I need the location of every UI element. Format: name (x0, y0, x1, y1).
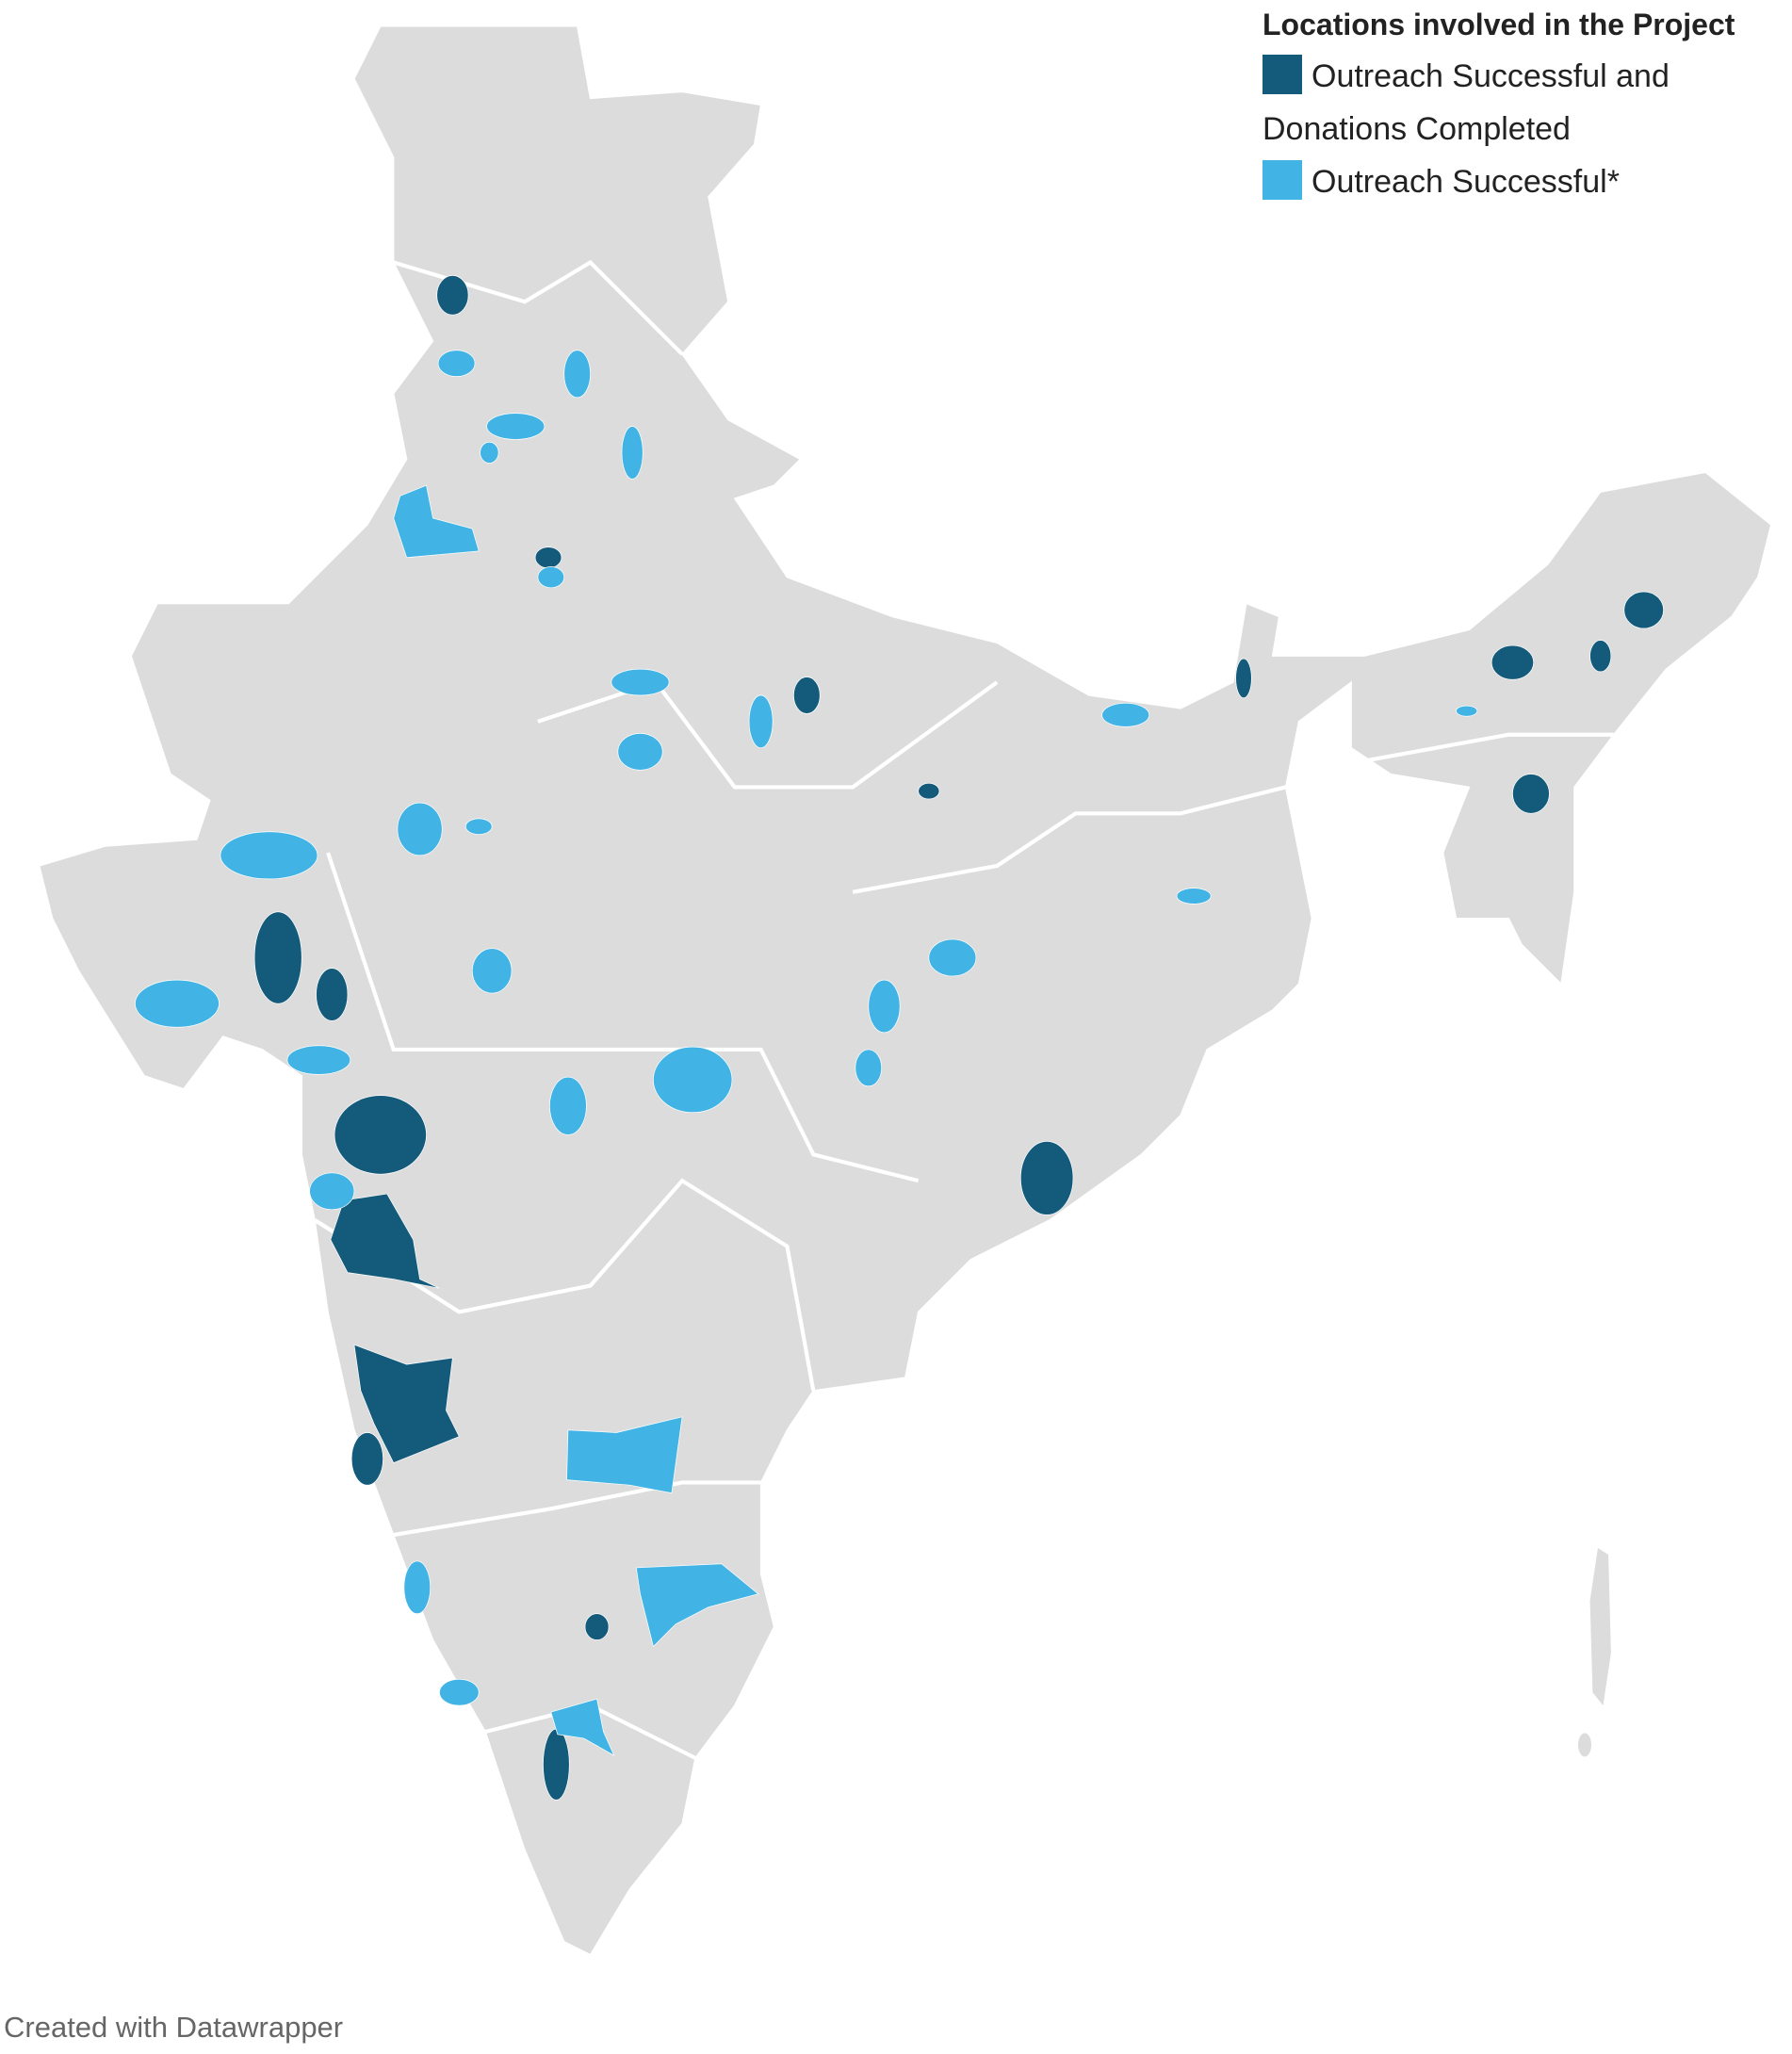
legend-title: Locations involved in the Project (1263, 8, 1735, 41)
district (617, 733, 663, 771)
district (253, 911, 302, 1004)
district (334, 1095, 427, 1175)
district (543, 1728, 570, 1801)
district (437, 350, 476, 377)
district (316, 968, 349, 1021)
legend-item: Outreach Successful* (1263, 155, 1790, 208)
district (353, 1344, 460, 1463)
district (793, 677, 821, 714)
legend: Locations involved in the Project Outrea… (1263, 8, 1790, 208)
district (397, 802, 443, 856)
legend-swatch (1263, 160, 1302, 200)
legend-swatch (1263, 55, 1302, 94)
district (748, 694, 774, 749)
district (550, 1698, 615, 1756)
district (918, 782, 940, 800)
district (549, 1076, 587, 1135)
state-border (852, 785, 1287, 894)
legend-label: Outreach Successful* (1311, 164, 1620, 200)
district (621, 426, 643, 480)
state-border (393, 1480, 761, 1538)
district (480, 441, 499, 464)
country-shape (38, 25, 1772, 1956)
district (653, 1046, 733, 1114)
state-border (1363, 732, 1614, 763)
district (1235, 658, 1252, 699)
district (286, 1045, 351, 1075)
state-border (537, 679, 999, 790)
state-border (314, 1178, 816, 1392)
district (1101, 702, 1150, 727)
district (135, 979, 220, 1028)
district (471, 948, 513, 994)
district (393, 484, 480, 559)
district (855, 1049, 883, 1087)
district (1491, 644, 1535, 680)
district (1589, 640, 1612, 673)
district (1512, 774, 1550, 814)
legend-label: Outreach Successful and Donations Comple… (1263, 58, 1670, 147)
district (566, 1416, 683, 1493)
district (350, 1432, 383, 1486)
footer: Created with Datawrapper (4, 2011, 344, 2044)
district (439, 1678, 480, 1706)
district (534, 546, 562, 569)
district (611, 668, 670, 696)
district (309, 1172, 355, 1211)
district (868, 979, 901, 1034)
district (436, 275, 469, 316)
district (584, 1613, 610, 1640)
district (1456, 705, 1478, 717)
district (537, 566, 565, 589)
district (928, 938, 977, 977)
district (1019, 1141, 1074, 1215)
island-shape (1589, 1548, 1611, 1706)
district (1623, 591, 1664, 629)
district (330, 1193, 440, 1289)
state-border (326, 852, 920, 1183)
legend-item: Outreach Successful and Donations Comple… (1263, 50, 1790, 155)
district (1176, 888, 1212, 905)
district (464, 818, 493, 835)
district (563, 350, 591, 399)
district (403, 1560, 432, 1615)
map-group (38, 25, 1772, 1956)
island-shape (1578, 1733, 1591, 1757)
district (486, 413, 546, 440)
districts (135, 275, 1664, 1801)
district (220, 831, 318, 880)
district (635, 1563, 759, 1648)
